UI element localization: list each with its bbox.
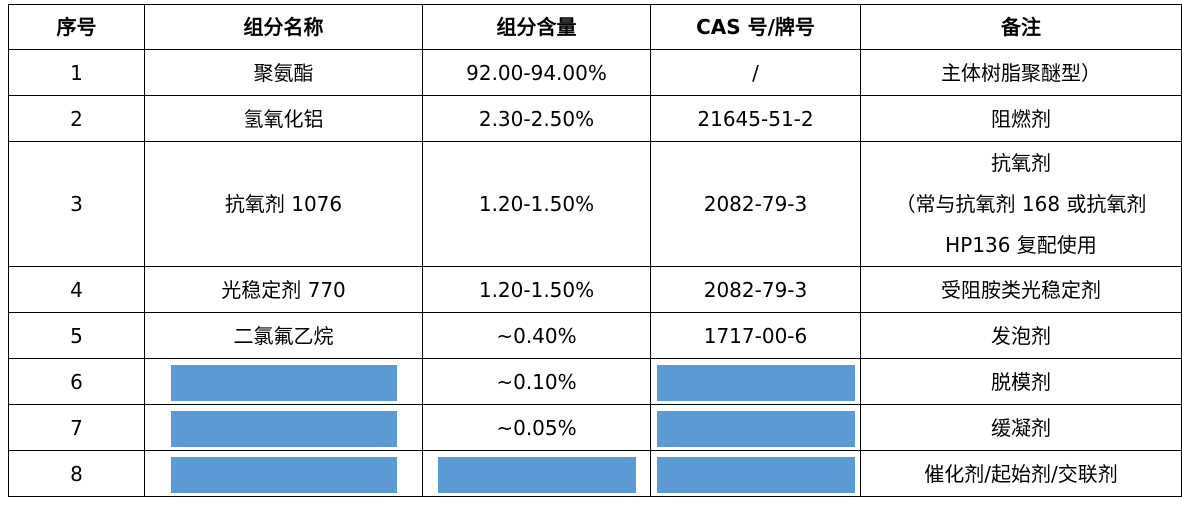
- cell-note: 抗氧剂 （常与抗氧剂 168 或抗氧剂 HP136 复配使用: [860, 141, 1182, 267]
- cell-note: 催化剂/起始剂/交联剂: [860, 450, 1182, 497]
- cell-name: 抗氧剂 1076: [144, 141, 423, 267]
- cell-no: 3: [8, 141, 145, 267]
- cell-name: 氢氧化铝: [144, 95, 423, 142]
- composition-table: 序号 组分名称 组分含量 CAS 号/牌号 备注 1 聚氨酯 92.00-94.…: [8, 4, 1182, 497]
- cell-no: 7: [8, 404, 145, 451]
- cell-no: 5: [8, 312, 145, 359]
- cell-name: 聚氨酯: [144, 49, 423, 96]
- cell-content: ~0.10%: [422, 358, 651, 405]
- cell-name: [144, 404, 423, 451]
- table-row: 3 抗氧剂 1076 1.20-1.50% 2082-79-3 抗氧剂 （常与抗…: [8, 141, 1182, 267]
- cell-note: 发泡剂: [860, 312, 1182, 359]
- cell-cas: [650, 404, 861, 451]
- redaction-block: [656, 411, 855, 447]
- redaction-block: [437, 457, 636, 493]
- cell-note: 阻燃剂: [860, 95, 1182, 142]
- cell-note: 脱模剂: [860, 358, 1182, 405]
- table-row: 1 聚氨酯 92.00-94.00% / 主体树脂聚醚型）: [8, 49, 1182, 96]
- cell-no: 4: [8, 266, 145, 313]
- header-row: 序号 组分名称 组分含量 CAS 号/牌号 备注: [8, 4, 1182, 50]
- cell-name: 二氯氟乙烷: [144, 312, 423, 359]
- table-row: 2 氢氧化铝 2.30-2.50% 21645-51-2 阻燃剂: [8, 95, 1182, 142]
- cell-cas: /: [650, 49, 861, 96]
- cell-content: ~0.05%: [422, 404, 651, 451]
- cell-name: 光稳定剂 770: [144, 266, 423, 313]
- redaction-block: [656, 365, 855, 401]
- cell-content: ~0.40%: [422, 312, 651, 359]
- header-cas: CAS 号/牌号: [650, 4, 861, 50]
- redaction-block: [170, 457, 397, 493]
- cell-cas: 21645-51-2: [650, 95, 861, 142]
- redaction-block: [656, 457, 855, 493]
- note-line: （常与抗氧剂 168 或抗氧剂: [895, 191, 1147, 216]
- cell-name: [144, 358, 423, 405]
- cell-content: 1.20-1.50%: [422, 141, 651, 267]
- redaction-block: [170, 411, 397, 447]
- cell-content: 1.20-1.50%: [422, 266, 651, 313]
- note-line: HP136 复配使用: [945, 232, 1097, 257]
- header-note: 备注: [860, 4, 1182, 50]
- table-row: 8 催化剂/起始剂/交联剂: [8, 450, 1182, 497]
- cell-name: [144, 450, 423, 497]
- table-row: 5 二氯氟乙烷 ~0.40% 1717-00-6 发泡剂: [8, 312, 1182, 359]
- table-row: 4 光稳定剂 770 1.20-1.50% 2082-79-3 受阻胺类光稳定剂: [8, 266, 1182, 313]
- cell-no: 6: [8, 358, 145, 405]
- cell-content: 92.00-94.00%: [422, 49, 651, 96]
- cell-cas: [650, 450, 861, 497]
- cell-cas: [650, 358, 861, 405]
- redaction-block: [170, 365, 397, 401]
- note-line: 抗氧剂: [991, 150, 1051, 175]
- cell-content: 2.30-2.50%: [422, 95, 651, 142]
- table-row: 7 ~0.05% 缓凝剂: [8, 404, 1182, 451]
- header-no: 序号: [8, 4, 145, 50]
- table-row: 6 ~0.10% 脱模剂: [8, 358, 1182, 405]
- header-content: 组分含量: [422, 4, 651, 50]
- cell-cas: 2082-79-3: [650, 141, 861, 267]
- cell-no: 8: [8, 450, 145, 497]
- cell-no: 1: [8, 49, 145, 96]
- cell-note: 主体树脂聚醚型）: [860, 49, 1182, 96]
- cell-cas: 2082-79-3: [650, 266, 861, 313]
- cell-note: 受阻胺类光稳定剂: [860, 266, 1182, 313]
- cell-cas: 1717-00-6: [650, 312, 861, 359]
- cell-note: 缓凝剂: [860, 404, 1182, 451]
- header-name: 组分名称: [144, 4, 423, 50]
- cell-no: 2: [8, 95, 145, 142]
- cell-content: [422, 450, 651, 497]
